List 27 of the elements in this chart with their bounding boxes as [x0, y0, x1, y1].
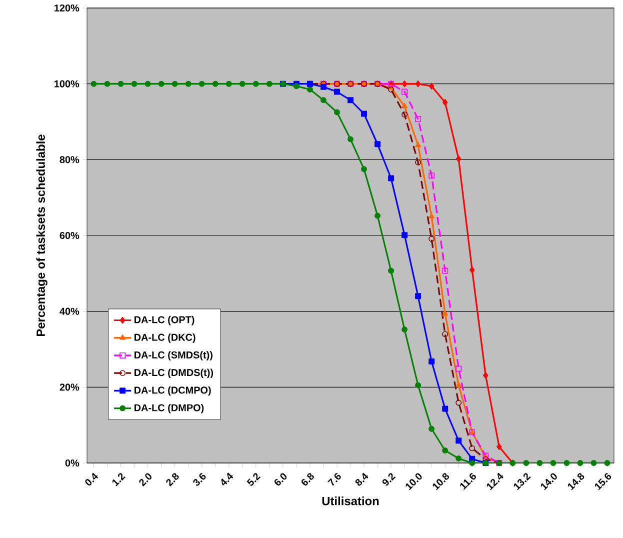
legend-label: DA-LC (DCMPO) [134, 386, 211, 396]
y-tick-label: 60% [60, 232, 80, 240]
x-tick-label: 0.4 [85, 472, 98, 486]
x-tick-label: 8.4 [355, 472, 368, 486]
legend-label: DA-LC (SMDS(t)) [134, 351, 212, 360]
x-tick-label: 3.6 [193, 473, 206, 486]
y-tick-label: 100% [54, 80, 80, 88]
legend-label: DA-LC (DMDS(t)) [134, 368, 214, 378]
x-tick-label: 6.8 [302, 473, 314, 486]
x-axis-title: Utilisation [322, 496, 379, 506]
y-tick-label: 0% [65, 459, 80, 467]
legend-label: DA-LC (DMPO) [134, 404, 204, 414]
y-tick-label: 40% [60, 308, 80, 315]
x-tick-label: 1.2 [112, 473, 126, 486]
x-tick-label: 9.2 [382, 473, 396, 486]
x-tick-label: 4.4 [221, 472, 234, 486]
x-tick-label: 7.6 [328, 473, 341, 486]
x-tick-label: 5.2 [246, 473, 261, 486]
legend-label: DA-LC (DKC) [134, 334, 196, 343]
x-tick-label: 2.0 [139, 473, 152, 486]
y-axis-title: Percentage of tasksets schedulable [36, 134, 48, 336]
y-tick-label: 120% [54, 4, 80, 12]
x-tick-label: 2.8 [166, 473, 179, 486]
legend-label: DA-LC (OPT) [134, 316, 194, 326]
x-tick-label: 6.0 [274, 473, 287, 486]
y-tick-label: 20% [60, 384, 80, 391]
y-tick-label: 80% [60, 156, 80, 164]
